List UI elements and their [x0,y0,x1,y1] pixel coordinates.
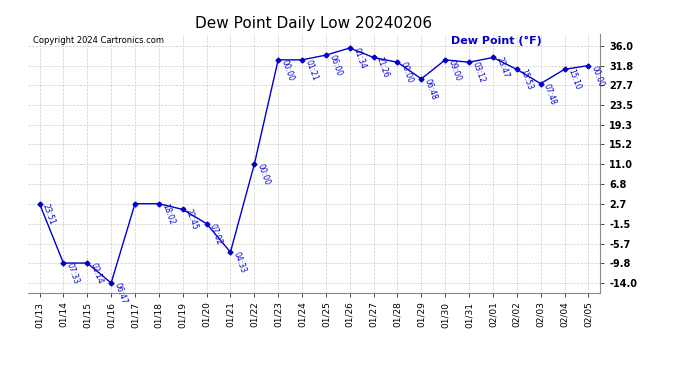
Text: 01:21: 01:21 [304,58,319,82]
Text: 07:33: 07:33 [65,262,81,285]
Text: 00:00: 00:00 [256,163,272,187]
Text: 01:34: 01:34 [351,46,367,70]
Text: 06:48: 06:48 [423,78,439,101]
Text: 23:47: 23:47 [494,56,510,80]
Text: 06:00: 06:00 [327,54,343,78]
Text: 22:45: 22:45 [184,208,200,231]
Text: 07:02: 07:02 [208,222,224,246]
Text: 00:00: 00:00 [279,58,295,82]
Text: 18:02: 18:02 [160,202,176,226]
Title: Dew Point Daily Low 20240206: Dew Point Daily Low 20240206 [195,16,433,31]
Text: 15:53: 15:53 [518,68,534,92]
Text: 00:00: 00:00 [590,64,606,88]
Text: 21:26: 21:26 [375,56,391,80]
Text: 02:14: 02:14 [88,262,105,285]
Text: 00:00: 00:00 [399,61,415,85]
Text: Copyright 2024 Cartronics.com: Copyright 2024 Cartronics.com [33,36,164,45]
Text: 03:12: 03:12 [471,61,486,84]
Text: 15:10: 15:10 [566,68,582,92]
Text: Dew Point (°F): Dew Point (°F) [451,36,542,46]
Text: 09:00: 09:00 [446,58,462,82]
Text: 04:33: 04:33 [232,251,248,274]
Text: 06:47: 06:47 [112,282,128,305]
Text: 07:48: 07:48 [542,82,558,106]
Text: 23:51: 23:51 [41,202,57,226]
